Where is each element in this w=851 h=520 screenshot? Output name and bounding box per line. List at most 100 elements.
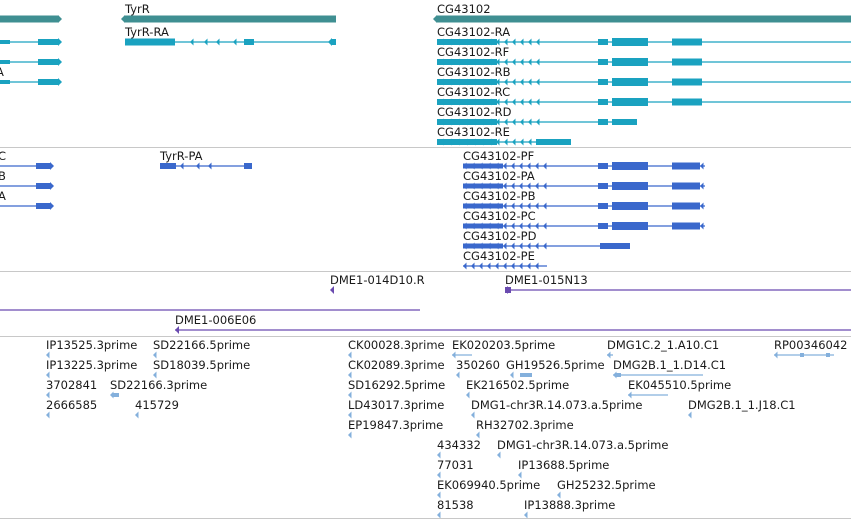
strand-arrow bbox=[512, 38, 516, 46]
est-label[interactable]: GH25232.5prime bbox=[557, 478, 656, 492]
est-label[interactable]: CK02089.3prime bbox=[348, 358, 445, 372]
est-label[interactable]: EK045510.5prime bbox=[628, 378, 732, 392]
strand-arrow bbox=[524, 511, 528, 519]
est-label[interactable]: RH32702.3prime bbox=[476, 418, 574, 432]
strand-arrow bbox=[535, 222, 539, 230]
strand-arrow bbox=[495, 262, 499, 270]
transcript-label[interactable]: CG43102-PB bbox=[463, 189, 536, 203]
strand-arrow bbox=[437, 451, 441, 459]
transcript-label[interactable]: CG43102-RB bbox=[437, 65, 511, 79]
est-label[interactable]: EK069940.5prime bbox=[437, 478, 541, 492]
exon-block bbox=[672, 222, 700, 230]
transcript-label[interactable]: CG43102-RE bbox=[437, 125, 510, 139]
exon-block bbox=[612, 182, 648, 190]
strand-arrow bbox=[510, 371, 514, 379]
strand-arrow bbox=[46, 391, 50, 399]
strand-arrow bbox=[496, 98, 500, 106]
clone-label[interactable]: DME1-006E06 bbox=[175, 313, 257, 327]
est-label[interactable]: CK00028.3prime bbox=[348, 338, 445, 352]
strand-arrow bbox=[472, 58, 476, 66]
transcript-label[interactable]: CG43102-RD bbox=[437, 105, 512, 119]
transcript-label[interactable]: TyrR-PA bbox=[160, 149, 203, 163]
est-label[interactable]: IP13525.3prime bbox=[46, 338, 138, 352]
strand-arrow bbox=[488, 38, 492, 46]
est-label[interactable]: RP00346042 bbox=[774, 338, 848, 352]
est-label[interactable]: SD22166.3prime bbox=[110, 378, 208, 392]
transcript-label[interactable]: CG43102-PA bbox=[463, 169, 535, 183]
strand-arrow bbox=[536, 118, 540, 126]
est-label[interactable]: 2666585 bbox=[46, 398, 98, 412]
est-label[interactable]: DMG1-chr3R.14.073.a.5prime bbox=[471, 398, 643, 412]
strand-arrow bbox=[503, 202, 507, 210]
est-label[interactable]: LD43017.3prime bbox=[348, 398, 445, 412]
est-label[interactable]: 81538 bbox=[437, 498, 474, 512]
transcript-label[interactable]: CG43102-PE bbox=[463, 249, 535, 263]
est-label[interactable]: DMG1C.2_1.A10.C1 bbox=[607, 338, 720, 352]
strand-arrow bbox=[471, 411, 475, 419]
transcript-label[interactable]: CG43102-PC bbox=[463, 209, 536, 223]
strand-arrow bbox=[480, 58, 484, 66]
strand-arrow bbox=[512, 58, 516, 66]
est-label[interactable]: EK216502.5prime bbox=[466, 378, 570, 392]
est-label[interactable]: IP13225.3prime bbox=[46, 358, 138, 372]
strand-arrow bbox=[488, 138, 492, 146]
gene-label[interactable]: TyrR bbox=[125, 2, 150, 16]
strand-arrow bbox=[472, 78, 476, 86]
clone-label[interactable]: DME1-015N13 bbox=[505, 273, 588, 287]
transcript-label[interactable]: CG43102-RC bbox=[437, 85, 511, 99]
est-label[interactable]: DMG2B.1_1.J18.C1 bbox=[688, 398, 796, 412]
strand-arrow bbox=[472, 118, 476, 126]
est-label[interactable]: IP13688.5prime bbox=[518, 458, 610, 472]
strand-arrow bbox=[496, 78, 500, 86]
strand-arrow bbox=[456, 371, 460, 379]
exon-block bbox=[332, 39, 336, 45]
exon-block bbox=[244, 163, 252, 169]
transcript-label[interactable]: CG43102-PF bbox=[463, 149, 535, 163]
est-label[interactable]: GH19526.5prime bbox=[506, 358, 605, 372]
est-label[interactable]: DMG1-chr3R.14.073.a.5prime bbox=[497, 438, 669, 452]
est-label[interactable]: SD22166.5prime bbox=[153, 338, 251, 352]
strand-arrow bbox=[448, 138, 452, 146]
strand-arrow bbox=[520, 98, 524, 106]
strand-arrow bbox=[503, 222, 507, 230]
strand-arrow bbox=[536, 98, 540, 106]
est-label[interactable]: 350260 bbox=[456, 358, 500, 372]
gene-bar bbox=[0, 15, 58, 23]
est-label[interactable]: IP13888.3prime bbox=[524, 498, 616, 512]
transcript-label[interactable]: A bbox=[0, 66, 4, 79]
transcript-label[interactable]: B bbox=[0, 169, 6, 183]
est-label[interactable]: 77031 bbox=[437, 458, 474, 472]
strand-arrow bbox=[535, 242, 539, 250]
strand-arrow bbox=[204, 38, 208, 46]
strand-arrow bbox=[520, 78, 524, 86]
est-label[interactable]: DMG2B.1_1.D14.C1 bbox=[613, 358, 727, 372]
transcript-label[interactable]: C bbox=[0, 149, 7, 163]
est-label[interactable]: SD16292.5prime bbox=[348, 378, 446, 392]
est-label[interactable]: 415729 bbox=[135, 398, 179, 412]
strand-arrow bbox=[504, 58, 508, 66]
exon-block bbox=[672, 58, 702, 66]
strand-arrow bbox=[463, 262, 467, 270]
strand-arrow bbox=[50, 202, 54, 210]
transcript-label[interactable]: CG43102-RA bbox=[437, 25, 511, 39]
transcript-label[interactable]: CG43102-PD bbox=[463, 229, 537, 243]
clone-label[interactable]: DME1-014D10.R bbox=[330, 273, 425, 287]
transcript-label[interactable]: A bbox=[0, 189, 6, 203]
est-label[interactable]: EP19847.3prime bbox=[348, 418, 444, 432]
est-label[interactable]: EK020203.5prime bbox=[452, 338, 556, 352]
strand-arrow bbox=[437, 511, 441, 519]
est-label[interactable]: SD18039.5prime bbox=[153, 358, 251, 372]
strand-arrow bbox=[503, 162, 507, 170]
strand-arrow bbox=[110, 391, 114, 399]
strand-arrow bbox=[121, 15, 125, 23]
exon-block bbox=[598, 39, 608, 45]
gene-label[interactable]: CG43102 bbox=[437, 2, 491, 16]
est-label[interactable]: 3702841 bbox=[46, 378, 98, 392]
strand-arrow bbox=[440, 78, 444, 86]
transcript-label[interactable]: TyrR-RA bbox=[125, 25, 169, 39]
est-label[interactable]: 434332 bbox=[437, 438, 481, 452]
strand-arrow bbox=[464, 38, 468, 46]
strand-arrow bbox=[440, 138, 444, 146]
transcript-label[interactable]: CG43102-RF bbox=[437, 45, 510, 59]
